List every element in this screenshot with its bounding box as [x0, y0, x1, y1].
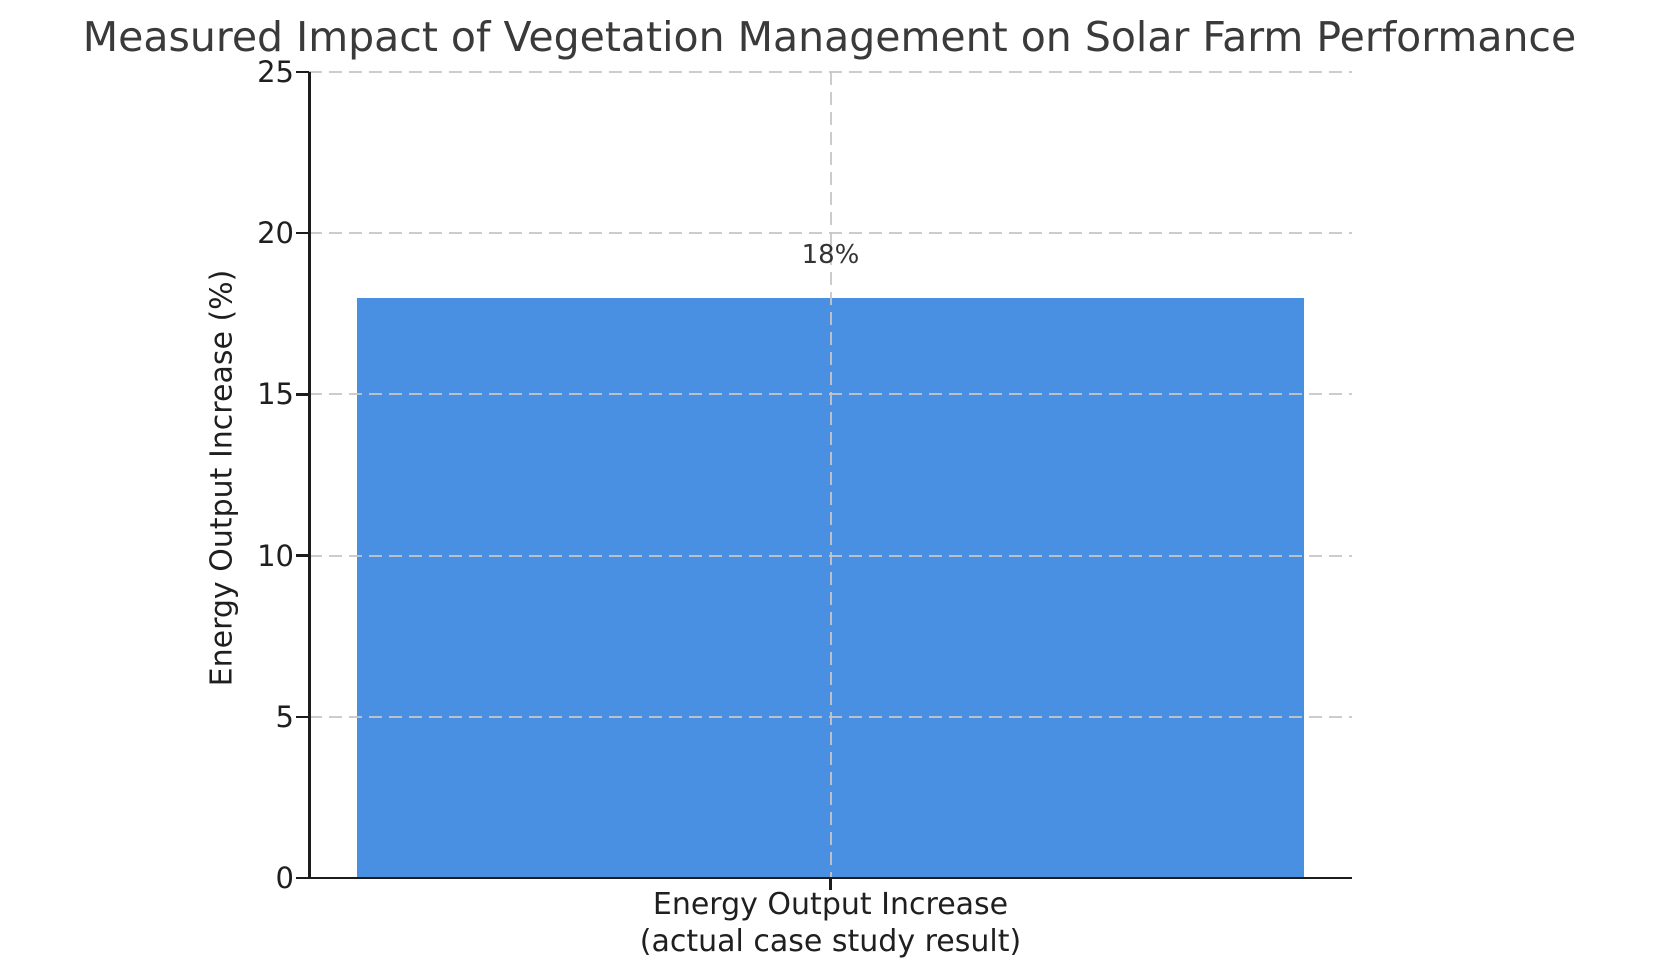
bar-value-label: 18% — [801, 240, 860, 270]
y-tick-label-25: 25 — [257, 55, 294, 89]
chart-title: Measured Impact of Vegetation Management… — [82, 13, 1577, 61]
y-tick-mark-25 — [296, 70, 309, 74]
y-tick-mark-15 — [296, 393, 309, 396]
x-tick-label-line2: (actual case study result) — [639, 924, 1022, 959]
y-tick-mark-20 — [296, 231, 309, 235]
y-tick-mark-5 — [296, 715, 309, 719]
x-tick-label: Energy Output Increase (actual case stud… — [309, 886, 1352, 960]
y-tick-mark-0 — [296, 876, 309, 880]
y-axis-spine — [308, 72, 311, 878]
x-tick-mark — [829, 878, 832, 890]
y-tick-labels: 0 5 10 15 20 25 — [0, 57, 294, 893]
x-axis-spine — [308, 876, 1352, 880]
y-tick-label-20: 20 — [257, 216, 294, 251]
y-tick-mark-10 — [296, 554, 309, 557]
y-tick-label-15: 15 — [257, 377, 294, 412]
y-tick-label-10: 10 — [257, 538, 294, 573]
y-tick-label-5: 5 — [275, 699, 294, 734]
plot-area: 18% — [296, 70, 1352, 890]
vertical-gridline — [829, 72, 832, 878]
y-tick-label-0: 0 — [275, 861, 294, 895]
x-tick-label-line1: Energy Output Increase — [652, 887, 1009, 922]
